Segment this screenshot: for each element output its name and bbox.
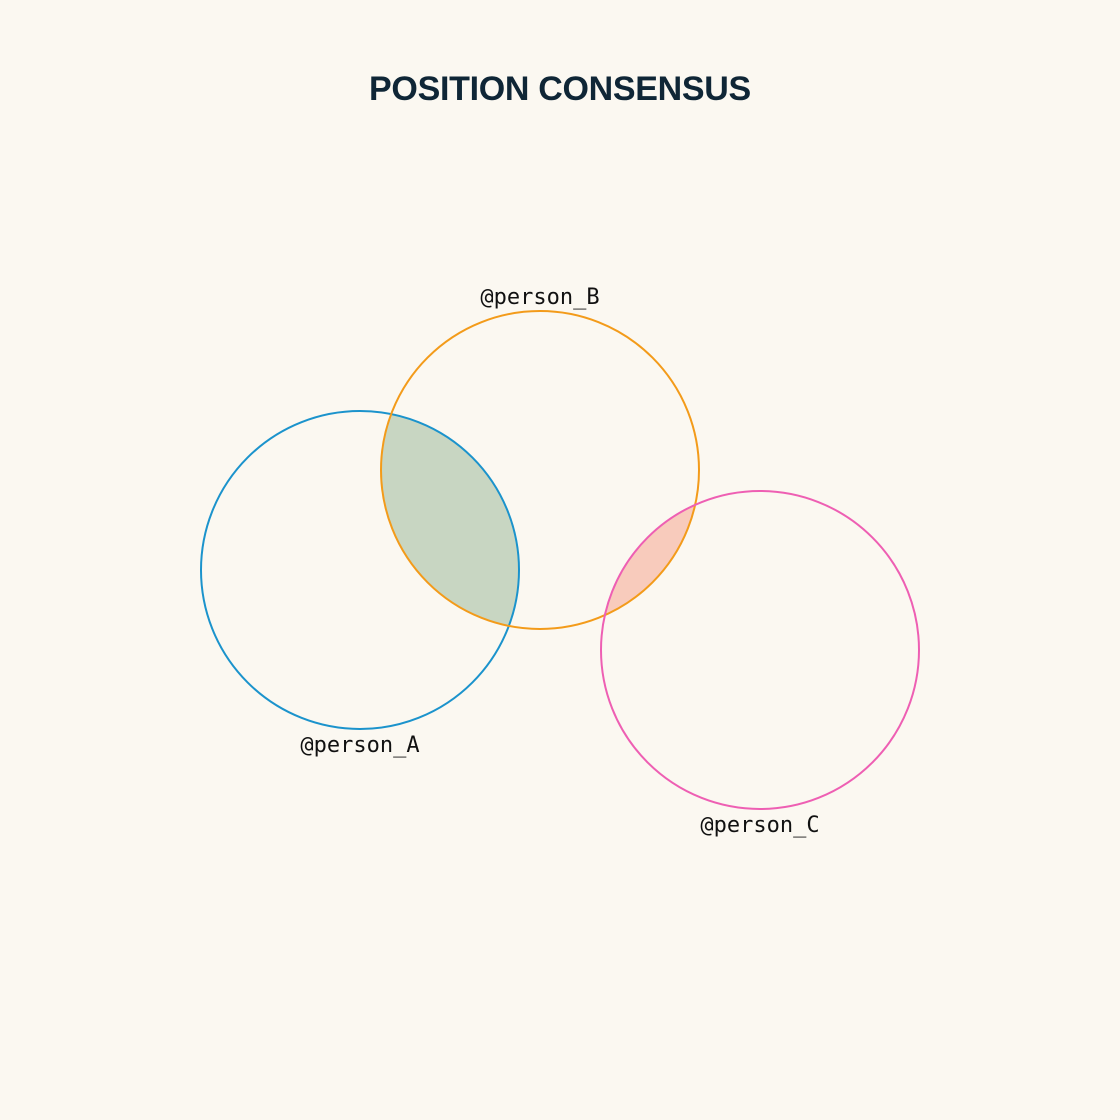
circle-person-b — [380, 310, 700, 630]
label-person-a: @person_A — [300, 733, 419, 758]
label-person-b: @person_B — [480, 285, 599, 310]
circle-person-a — [200, 410, 520, 730]
overlap-b-c — [601, 491, 699, 629]
page-title: POSITION CONSENSUS — [369, 70, 751, 108]
circle-person-c — [600, 490, 920, 810]
label-person-c: @person_C — [700, 813, 819, 838]
overlap-a-b — [381, 411, 519, 629]
